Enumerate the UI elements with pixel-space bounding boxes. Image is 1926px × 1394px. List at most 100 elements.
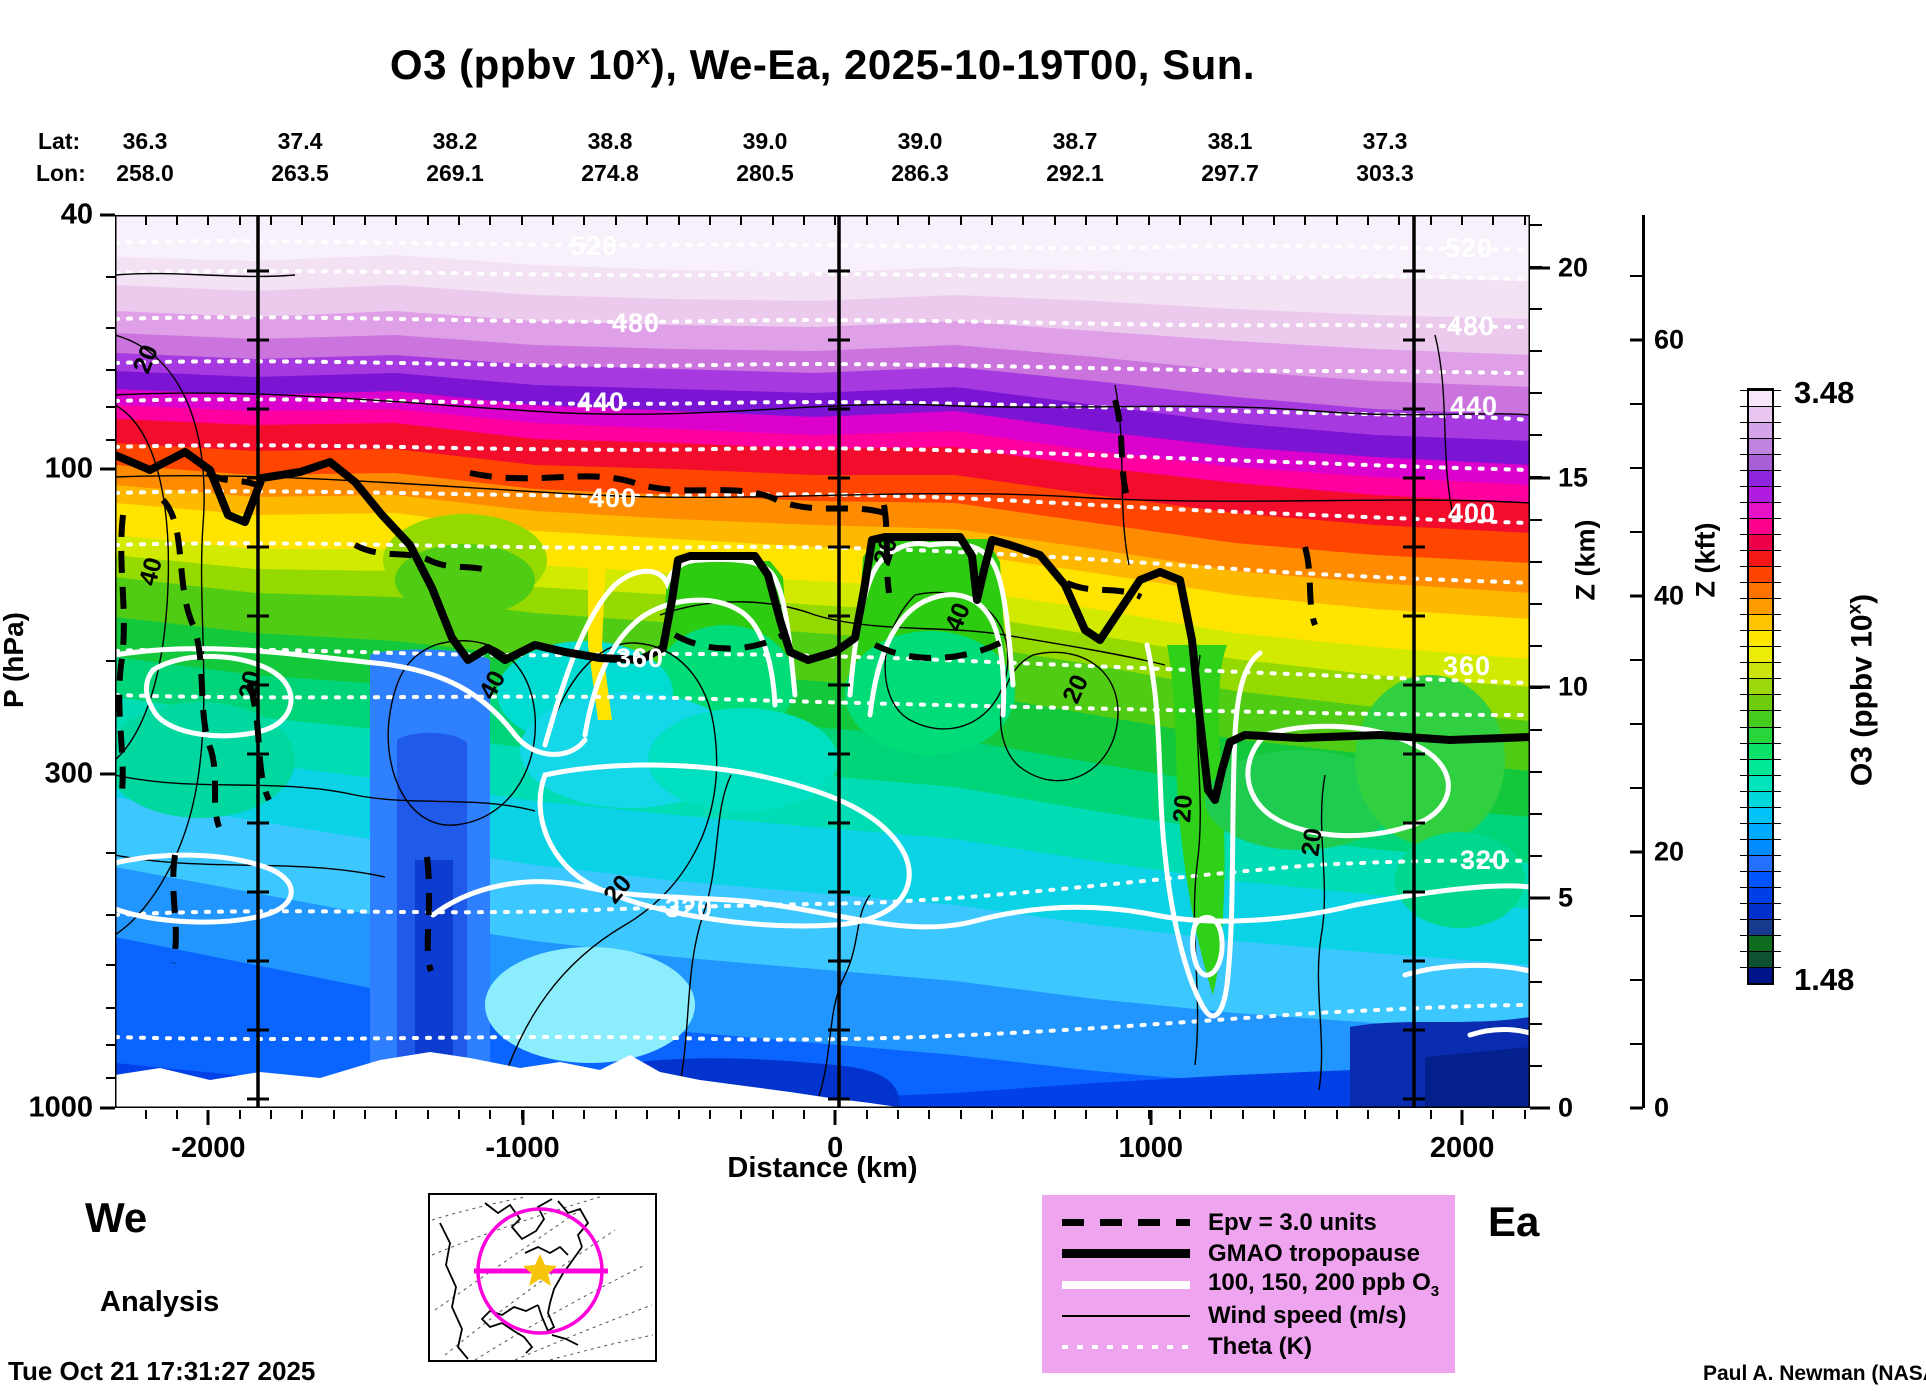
distance-minor-tick [1241,1110,1244,1119]
colorbar-segment [1740,838,1781,855]
o3-feature-blobs [115,514,1530,1108]
page-title: O3 (ppbv 10x), We-Ea, 2025-10-19T00, Sun… [389,40,1256,88]
distance-major-tick [206,1110,210,1125]
map-graticule [431,1196,654,1361]
colorbar-segment [1740,790,1781,807]
pressure-minor-tick [106,1043,115,1046]
distance-minor-tick [614,1110,617,1119]
km-minor-tick [1530,812,1542,815]
distance-minor-tick [1147,1110,1150,1119]
distance-minor-tick [959,1110,962,1119]
legend-item-label: Wind speed (m/s) [1208,1301,1407,1329]
colorbar-segment [1740,646,1781,663]
distance-minor-tick [1210,1110,1213,1119]
legend-item: GMAO tropopause [1062,1238,1455,1269]
distance-minor-tick [677,1110,680,1119]
distance-top-tick [740,215,743,225]
distance-tick-label: -1000 [485,1132,560,1164]
distance-minor-tick [1178,1110,1181,1119]
distance-top-tick [1084,215,1087,225]
distance-top-tick [1022,215,1025,225]
distance-top-tick [1461,215,1464,225]
kft-tick-label: 20 [1654,836,1685,867]
distance-minor-tick [865,1110,868,1119]
kft-tick-label: 40 [1654,580,1685,611]
distance-top-tick [207,215,210,225]
legend-item: 100, 150, 200 ppb O3 [1062,1269,1455,1300]
altitude-kft-label: Z (kft) [1690,522,1721,598]
distance-top-tick [896,215,899,225]
ls-solid-white-thick-sample [1062,1280,1190,1289]
km-minor-tick [1530,1022,1542,1025]
distance-minor-tick [928,1110,931,1119]
distance-top-tick [771,215,774,225]
legend-item: Theta (K) [1062,1331,1455,1362]
colorbar-segment [1740,389,1781,406]
distance-top-tick [959,215,962,225]
distance-axis-label: Distance (km) [727,1152,918,1184]
kft-minor-tick [1630,979,1643,982]
distance-top-tick [176,215,179,225]
colorbar-segment [1740,662,1781,679]
theta-label: 520 [1445,233,1493,263]
pressure-tick-label: 100 [44,452,93,485]
distance-tick-label: 1000 [1118,1132,1184,1164]
colorbar-segment [1740,726,1781,743]
kft-minor-tick [1630,531,1643,534]
theta-label: 360 [616,643,664,673]
ls-solid-black-thick-sample [1062,1249,1190,1258]
colorbar-segment [1740,934,1781,951]
kft-major-tick [1630,1106,1643,1110]
distance-minor-tick [395,1110,398,1119]
km-minor-tick [1530,518,1542,521]
lat-value: 38.1 [1207,128,1253,154]
o3-ppb-contours [115,541,1530,1038]
kft-major-tick [1630,338,1643,342]
colorbar-segment [1740,678,1781,695]
colorbar-segment [1740,710,1781,727]
distance-top-tick [395,215,398,225]
distance-minor-tick [1053,1110,1056,1119]
location-map-inset [428,1193,657,1362]
distance-minor-tick [426,1110,429,1119]
distance-top-tick [583,215,586,225]
distance-top-tick [1178,215,1181,225]
pressure-minor-tick [106,326,115,329]
lat-value: 36.3 [122,128,168,154]
colorbar-segment [1740,806,1781,823]
east-end-label: Ea [1488,1198,1540,1245]
km-minor-tick [1530,392,1542,395]
distance-top-tick [1367,215,1370,225]
altitude-kft-axis-line [1642,215,1645,1108]
lon-value: 292.1 [1046,160,1104,186]
colorbar-segment [1740,774,1781,791]
distance-minor-tick [301,1110,304,1119]
km-major-tick [1530,266,1550,270]
lat-value: 37.3 [1362,128,1408,154]
distance-top-tick [144,215,147,225]
distance-minor-tick [708,1110,711,1119]
reference-vertical-lines [247,215,1425,1108]
distance-top-tick [990,215,993,225]
kft-major-tick [1630,594,1643,598]
distance-minor-tick [1304,1110,1307,1119]
distance-minor-tick [896,1110,899,1119]
colorbar-segment [1740,950,1781,967]
distance-major-tick [1460,1110,1464,1125]
distance-major-tick [521,1110,525,1125]
colorbar-segment [1740,534,1781,551]
map-location-star [523,1254,557,1286]
ls-dotted-white-sample [1062,1344,1190,1349]
distance-tick-label: 0 [827,1132,844,1164]
kft-tick-label: 0 [1654,1092,1670,1123]
map-canvas [431,1196,654,1361]
pressure-minor-tick [106,659,115,662]
lat-value: 37.4 [277,128,323,154]
west-end-label: We [85,1194,148,1241]
analysis-label: Analysis [100,1286,220,1318]
colorbar-segment [1740,966,1781,983]
km-tick-label: 0 [1558,1092,1574,1123]
distance-minor-tick [332,1110,335,1119]
colorbar-segment [1740,518,1781,535]
theta-label: 480 [612,308,660,338]
